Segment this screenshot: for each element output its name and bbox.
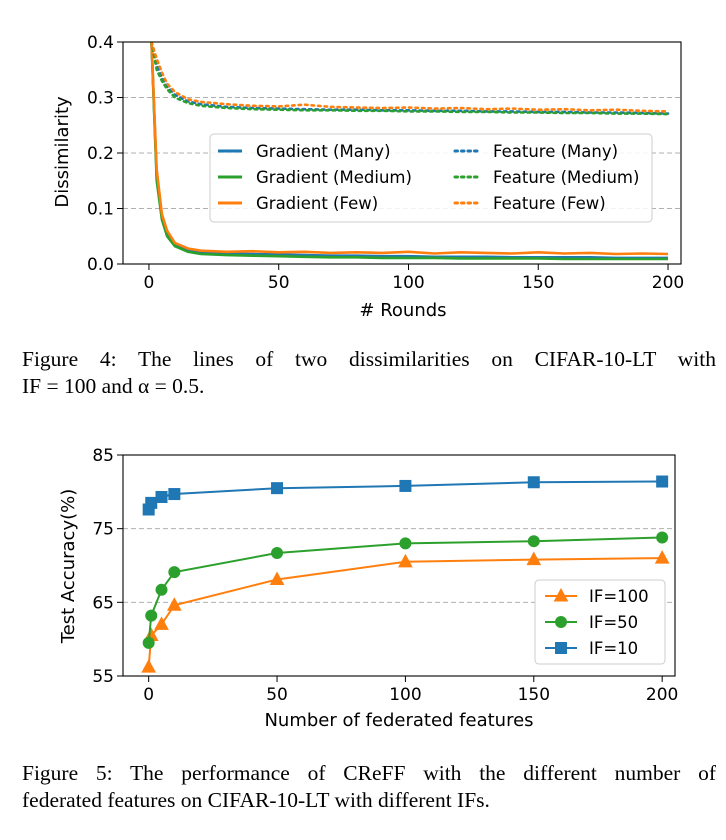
legend-label: Gradient (Many) <box>256 142 391 161</box>
data-point-marker <box>145 496 158 509</box>
y-tick-label: 55 <box>92 667 114 687</box>
data-point-marker <box>526 551 542 566</box>
data-point-marker <box>656 475 669 488</box>
legend-label: Feature (Medium) <box>493 168 639 187</box>
series-line <box>150 42 668 261</box>
data-point-marker <box>555 616 567 628</box>
data-point-marker <box>141 659 157 673</box>
data-point-marker <box>269 571 285 585</box>
data-point-marker <box>154 616 169 630</box>
figure-4-caption-line-2: IF = 100 and α = 0.5. <box>22 374 205 398</box>
data-point-marker <box>399 537 412 550</box>
legend-label: Feature (Many) <box>493 142 618 161</box>
data-point-marker <box>155 490 168 503</box>
figure-4-x-axis-label: # Rounds <box>359 300 446 321</box>
data-point-marker <box>168 566 181 579</box>
data-point-marker <box>553 587 569 602</box>
series-line <box>150 42 670 116</box>
x-tick-label: 150 <box>518 685 550 705</box>
figure-4-caption: Figure 4: The lines of two dissimilariti… <box>22 346 716 400</box>
data-point-marker <box>527 535 540 548</box>
x-tick-label: 100 <box>389 685 421 705</box>
x-tick-label: 200 <box>646 685 678 705</box>
figure-5-chart: 55 65 75 85 0 50 100 150 200 Number of federated… <box>58 446 678 731</box>
figure-5-series <box>141 475 670 673</box>
x-tick-label: 0 <box>144 273 155 293</box>
data-point-marker <box>555 642 567 654</box>
data-point-marker <box>656 531 669 544</box>
figure-4-caption-line-1: The lines of two dissimilarities on CIFA… <box>137 347 716 371</box>
data-point-marker <box>527 476 540 489</box>
series-line <box>150 42 670 115</box>
y-tick-label: 0.3 <box>87 89 114 109</box>
y-tick-label: 0.2 <box>87 144 114 164</box>
legend-label: IF=10 <box>589 639 638 658</box>
legend-label: Gradient (Medium) <box>256 168 412 187</box>
data-point-marker <box>654 550 670 564</box>
x-tick-label: 50 <box>266 685 288 705</box>
figure-5-ticks: 55 65 75 85 0 50 100 150 200 <box>92 446 678 705</box>
figure-4-caption-label: Figure 4: <box>22 347 117 371</box>
data-point-marker <box>168 488 181 501</box>
x-tick-label: 50 <box>268 273 290 293</box>
series-line <box>150 42 669 256</box>
figure-5-legend: IF=100 IF=50 IF=10 <box>534 579 666 665</box>
data-point-marker <box>271 546 284 559</box>
data-point-marker <box>398 553 413 568</box>
data-point-marker <box>271 482 284 495</box>
data-point-marker <box>399 479 412 492</box>
x-tick-label: 0 <box>143 685 154 705</box>
legend-label: IF=50 <box>589 613 638 632</box>
figure-4-y-axis-label: Dissimilarity <box>52 96 73 208</box>
legend-label: IF=100 <box>589 587 649 606</box>
legend-label: Gradient (Few) <box>256 194 378 213</box>
figure-5-y-axis-label: Test Accuracy(%) <box>58 489 79 645</box>
x-tick-label: 200 <box>652 273 684 293</box>
data-point-marker <box>167 597 182 611</box>
legend-label: Feature (Few) <box>493 194 606 213</box>
y-tick-label: 0.4 <box>87 33 114 53</box>
series-line <box>150 42 670 113</box>
y-tick-label: 0.0 <box>87 255 114 275</box>
figure-5-caption-line-2: federated features on CIFAR-10-LT with d… <box>22 788 490 812</box>
figure-4-series <box>150 42 670 261</box>
y-tick-label: 85 <box>92 446 114 466</box>
figure-4-legend: Gradient (Many) Gradient (Medium) Gradient… <box>209 133 653 223</box>
data-point-marker <box>155 583 168 596</box>
x-tick-label: 100 <box>392 273 424 293</box>
y-tick-label: 0.1 <box>87 200 114 220</box>
figure-5-x-axis-label: Number of federated features <box>264 710 533 731</box>
y-tick-label: 65 <box>92 593 114 613</box>
data-point-marker <box>145 609 158 622</box>
figure-5-plot-frame <box>122 454 676 677</box>
figure-4-chart: 0.0 0.1 0.2 0.3 0.4 0 50 100 150 200 # Rounds Dis… <box>52 33 684 321</box>
x-tick-label: 150 <box>522 273 554 293</box>
y-tick-label: 75 <box>92 520 114 540</box>
figure-5-caption: Figure 5: The performance of CReFF with … <box>22 760 716 814</box>
figure-5-caption-line-1: Figure 5: The performance of CReFF with … <box>22 761 716 785</box>
figure-4-ticks: 0.0 0.1 0.2 0.3 0.4 0 50 100 150 200 <box>87 33 684 293</box>
legend-box <box>209 133 653 223</box>
data-point-marker <box>142 636 155 649</box>
